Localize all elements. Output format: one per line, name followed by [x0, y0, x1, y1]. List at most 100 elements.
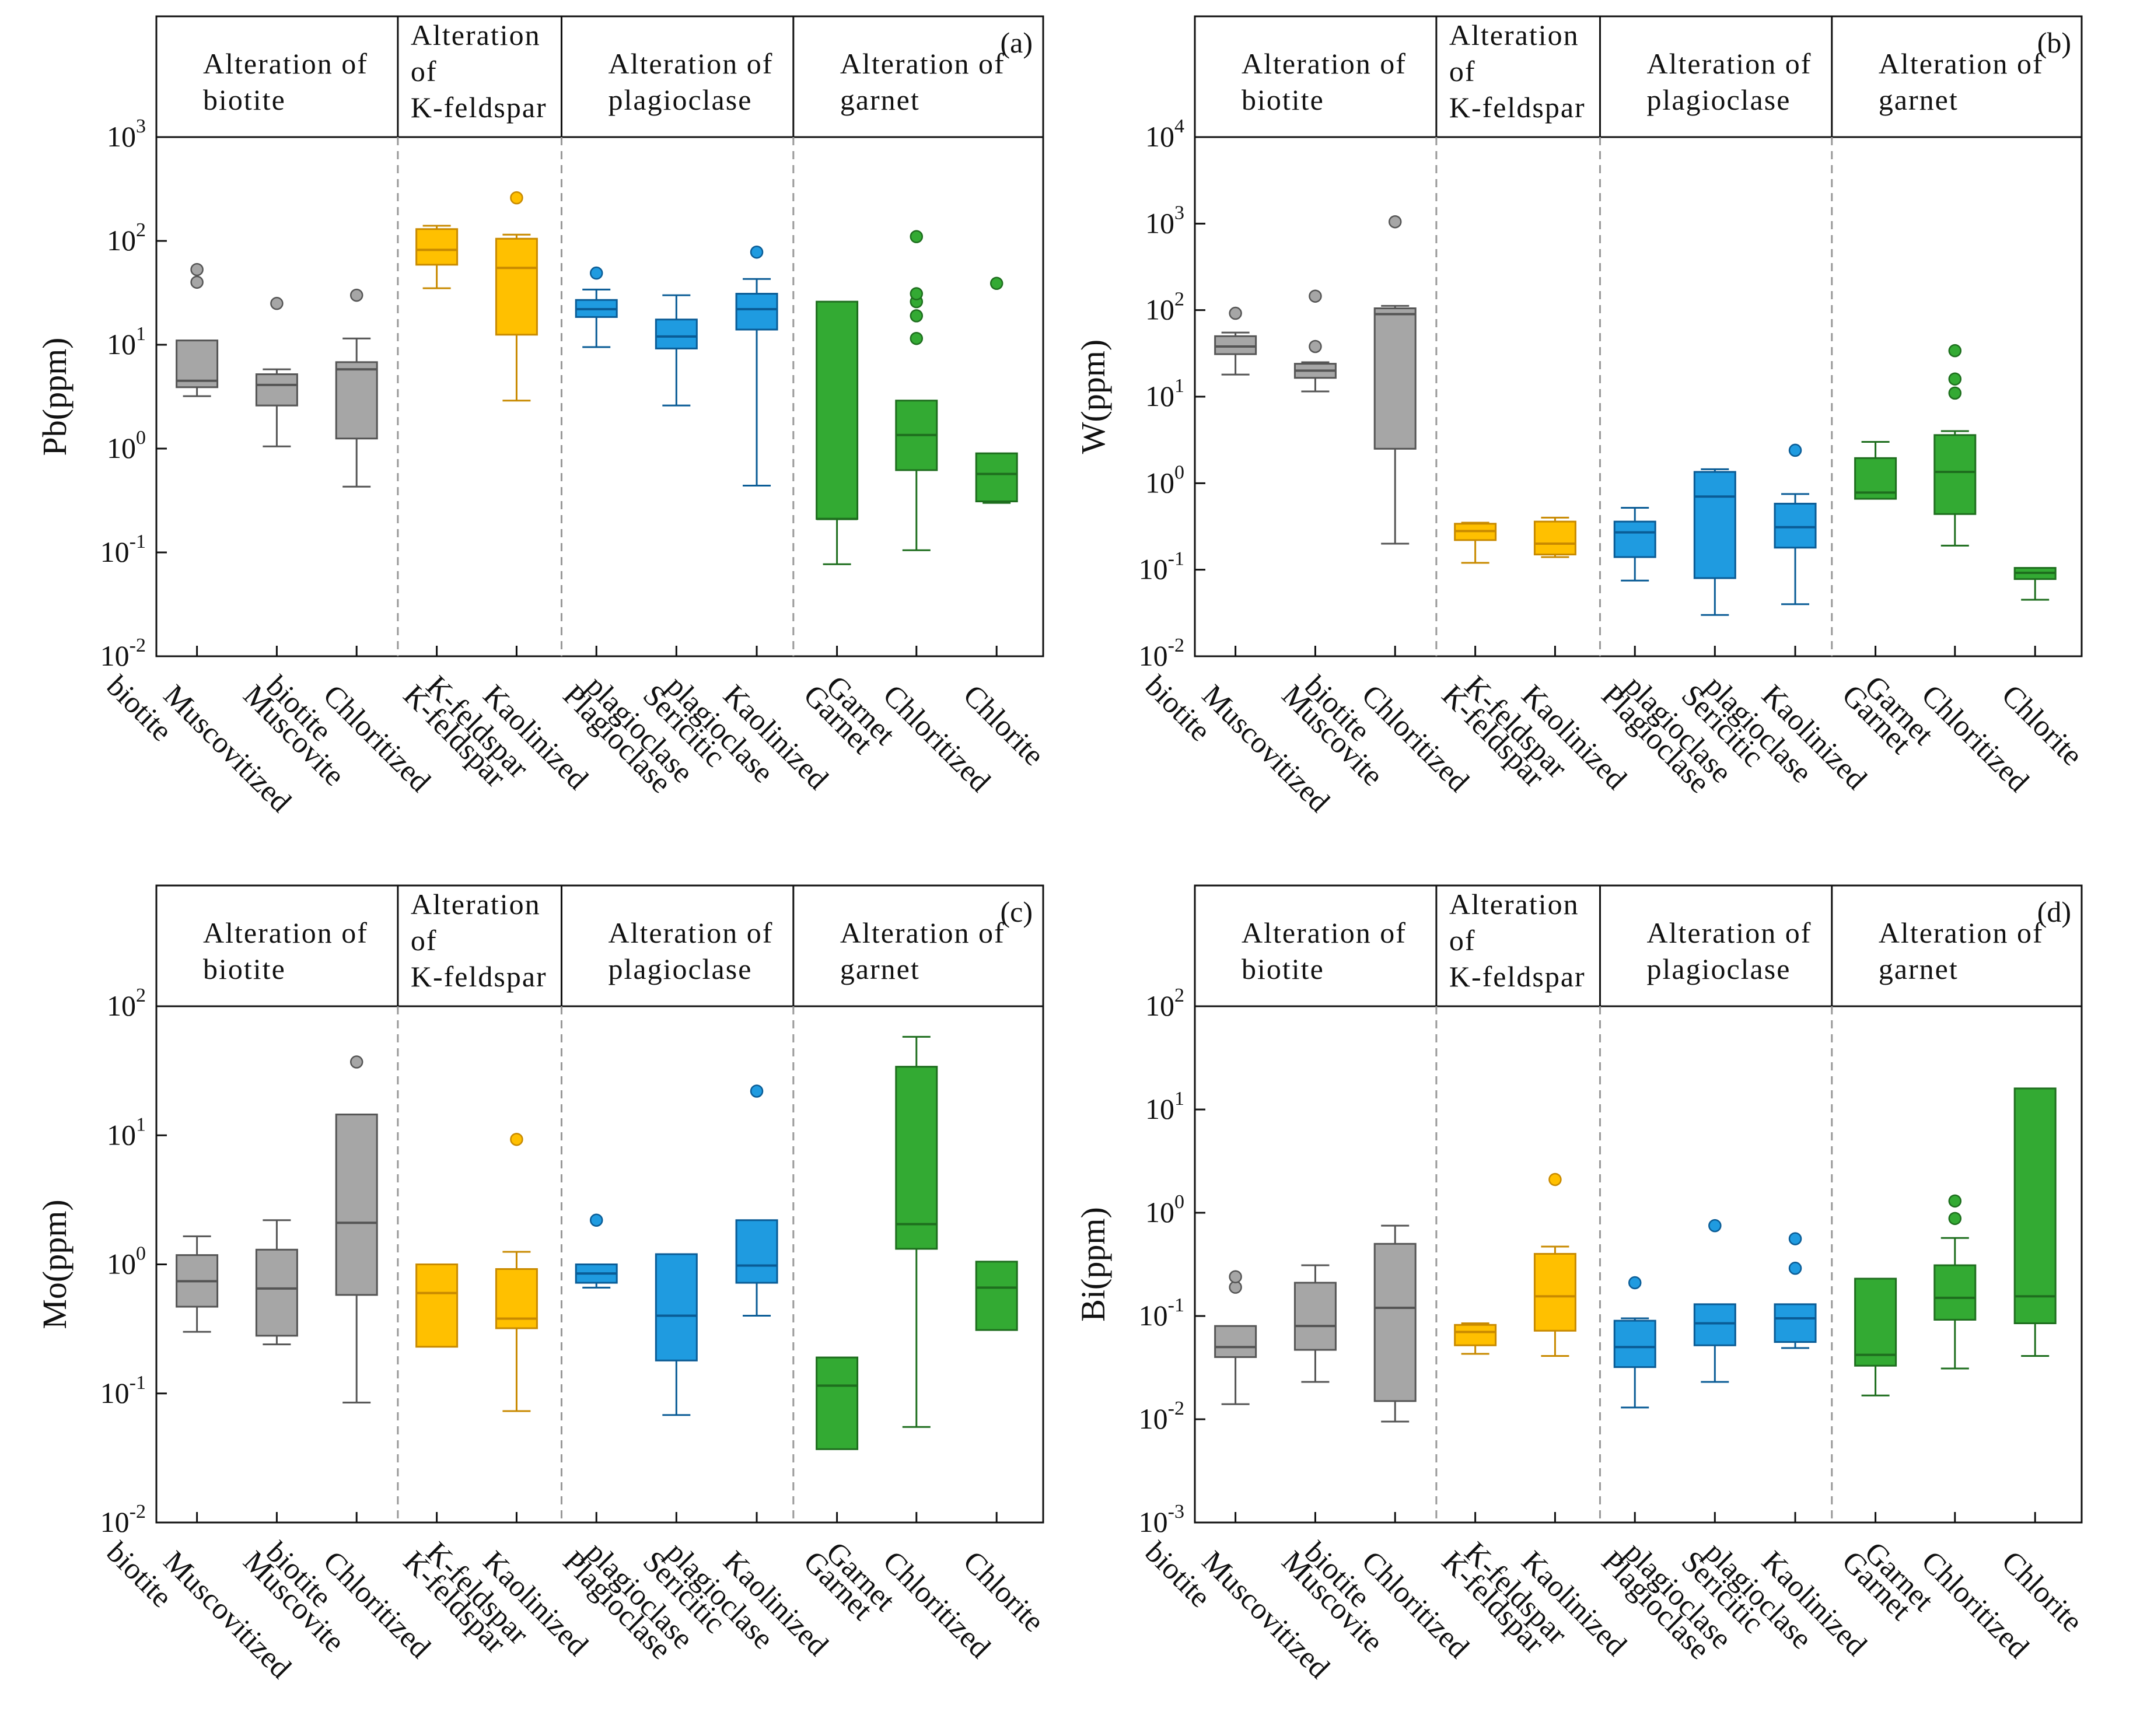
box-1	[1214, 306, 1257, 376]
group-label: Alteration of biotite	[203, 916, 368, 985]
y-tick-label: 101	[1145, 375, 1184, 412]
box-8	[1774, 443, 1817, 606]
outlier-point	[1788, 1232, 1802, 1245]
outlier-point	[750, 1084, 764, 1098]
box-11	[2013, 1087, 2057, 1357]
outlier-point	[1229, 306, 1242, 320]
y-tick-label: 10-2	[100, 635, 146, 672]
box-6	[575, 1213, 618, 1289]
group-label-line: plagioclase	[1646, 83, 1791, 116]
box-1	[176, 1235, 219, 1333]
box-6	[1613, 1276, 1656, 1409]
y-tick-label: 101	[107, 1114, 146, 1151]
outlier-point	[910, 230, 924, 243]
outlier-point	[1788, 443, 1802, 457]
y-tick-label: 10-3	[1139, 1501, 1184, 1538]
group-label: Alteration of garnet	[840, 47, 1005, 116]
group-label-line: K-feldspar	[411, 91, 547, 124]
outlier-point	[510, 1132, 523, 1146]
group-label: Alteration of garnet	[1879, 47, 2044, 116]
box-iqr	[655, 318, 698, 349]
outlier-point	[750, 245, 764, 259]
box-iqr	[1373, 307, 1417, 450]
y-tick-label: 102	[107, 985, 146, 1022]
outlier-point	[1628, 1276, 1642, 1290]
group-label: Alteration of biotite	[1242, 47, 1407, 116]
group-label-line: garnet	[1879, 83, 1959, 116]
box-iqr	[1854, 1278, 1897, 1367]
box-9	[1854, 441, 1897, 500]
y-axis-label: Mo(ppm)	[36, 1199, 74, 1329]
y-tick-label: 100	[1145, 1191, 1184, 1228]
y-tick-label: 10-1	[1139, 548, 1184, 586]
outlier-point	[989, 276, 1003, 290]
plot-frame	[155, 884, 1044, 1524]
outlier-point	[1388, 215, 1402, 229]
box-2	[1293, 1264, 1337, 1383]
box-iqr	[655, 1253, 698, 1362]
group-label-line: Alteration of	[1646, 47, 1812, 80]
box-10	[895, 230, 938, 551]
group-label: Alteration of plagioclase	[1646, 47, 1812, 116]
box-iqr	[1613, 1320, 1656, 1368]
group-label-line: K-feldspar	[1449, 91, 1586, 124]
x-tick-label: Muscovitizedbiotite	[1139, 646, 1336, 843]
box-iqr	[1774, 1303, 1817, 1343]
box-iqr	[335, 361, 378, 440]
box-10	[1933, 344, 1977, 547]
y-tick-label: 10-2	[100, 1501, 146, 1538]
box-iqr	[816, 300, 859, 520]
box-10	[895, 1035, 938, 1428]
group-label-line: Alteration of	[1242, 916, 1407, 949]
outlier-point	[910, 287, 924, 300]
outlier-point	[1229, 1270, 1242, 1283]
outlier-point	[190, 275, 204, 289]
group-label-line: biotite	[203, 953, 286, 985]
box-6	[1613, 506, 1656, 582]
group-label-line: biotite	[203, 83, 286, 116]
group-label-line: garnet	[840, 953, 920, 985]
group-label-line: Alteration of	[1879, 916, 2044, 949]
box-11	[975, 1261, 1018, 1331]
box-iqr	[495, 237, 538, 336]
box-8	[735, 1084, 778, 1317]
box-iqr	[415, 1264, 459, 1348]
box-iqr	[975, 1261, 1018, 1331]
box-5	[495, 191, 538, 402]
group-label-line: Alteration of	[203, 47, 368, 80]
y-axis-label: W(ppm)	[1074, 340, 1112, 454]
box-1	[1214, 1270, 1257, 1405]
box-7	[1693, 468, 1736, 616]
group-label-line: Alteration	[411, 888, 541, 921]
outlier-point	[589, 1213, 603, 1227]
box-5	[1533, 1172, 1576, 1357]
box-iqr	[1693, 471, 1736, 579]
y-tick-label: 100	[107, 427, 146, 464]
box-iqr	[1533, 520, 1576, 556]
panel-d: Alteration of biotite Alteration of K-feldsp…	[1074, 884, 2089, 1709]
x-tick-label: Muscovitizedbiotite	[1139, 1512, 1336, 1709]
box-iqr	[335, 1114, 378, 1296]
box-2	[255, 1219, 298, 1346]
box-2	[255, 296, 298, 447]
box-iqr	[1533, 1252, 1576, 1332]
group-label-line: of	[411, 55, 438, 88]
box-3	[335, 1055, 378, 1404]
y-tick-label: 101	[1145, 1088, 1184, 1125]
group-label-line: of	[411, 924, 438, 957]
group-label-line: K-feldspar	[411, 960, 547, 993]
group-label: Alteration of biotite	[203, 47, 368, 116]
x-tick-label: Muscovitizedbiotite	[100, 1512, 298, 1709]
box-iqr	[2013, 1087, 2057, 1324]
group-label: Alteration of plagioclase	[608, 916, 773, 985]
group-label-line: Alteration of	[840, 916, 1005, 949]
group-label-line: Alteration of	[1879, 47, 2044, 80]
outlier-point	[1309, 340, 1322, 354]
panel-c: Alteration of biotite Alteration of K-feldsp…	[36, 884, 1051, 1709]
y-tick-label: 101	[107, 323, 146, 360]
y-tick-label: 103	[107, 116, 146, 153]
y-axis-label: Pb(ppm)	[36, 338, 74, 456]
outlier-point	[1788, 1261, 1802, 1275]
plot-frame	[155, 15, 1044, 657]
